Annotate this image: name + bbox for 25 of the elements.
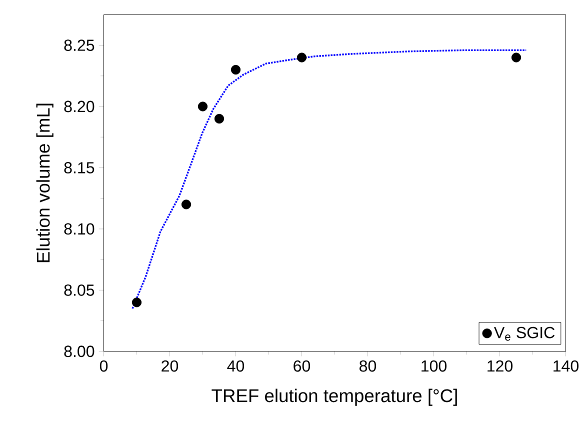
y-tick-label: 8.15 xyxy=(64,162,94,174)
point xyxy=(132,298,142,308)
line-series xyxy=(132,49,528,310)
y-tick-label: 8.00 xyxy=(64,346,94,358)
y-tick-label: 8.25 xyxy=(64,40,94,51)
x-tick-label: 40 xyxy=(227,360,244,372)
point xyxy=(181,200,192,210)
point xyxy=(296,52,307,62)
y-axis-title: Elution volume [mL] xyxy=(36,104,54,262)
x-tick-label: 120 xyxy=(488,360,513,372)
x-tick-label: 20 xyxy=(162,360,178,372)
x-tick-label: 60 xyxy=(294,360,310,372)
point xyxy=(230,64,241,75)
point xyxy=(511,52,522,62)
x-tick-label: 0 xyxy=(100,360,108,372)
x-axis-title: TREF elution temperature [°C] xyxy=(212,388,457,406)
legend-label: V$_{e}$ SGIC xyxy=(494,326,555,341)
y-tick-label: 8.10 xyxy=(64,223,94,235)
x-tick-label: 100 xyxy=(422,360,447,372)
y-tick-label: 8.20 xyxy=(64,100,94,112)
y-tick-label: 8.05 xyxy=(64,284,94,296)
x-tick-label: 80 xyxy=(360,360,376,372)
x-tick-label: 140 xyxy=(554,360,579,372)
point xyxy=(214,114,224,124)
point xyxy=(198,102,208,112)
